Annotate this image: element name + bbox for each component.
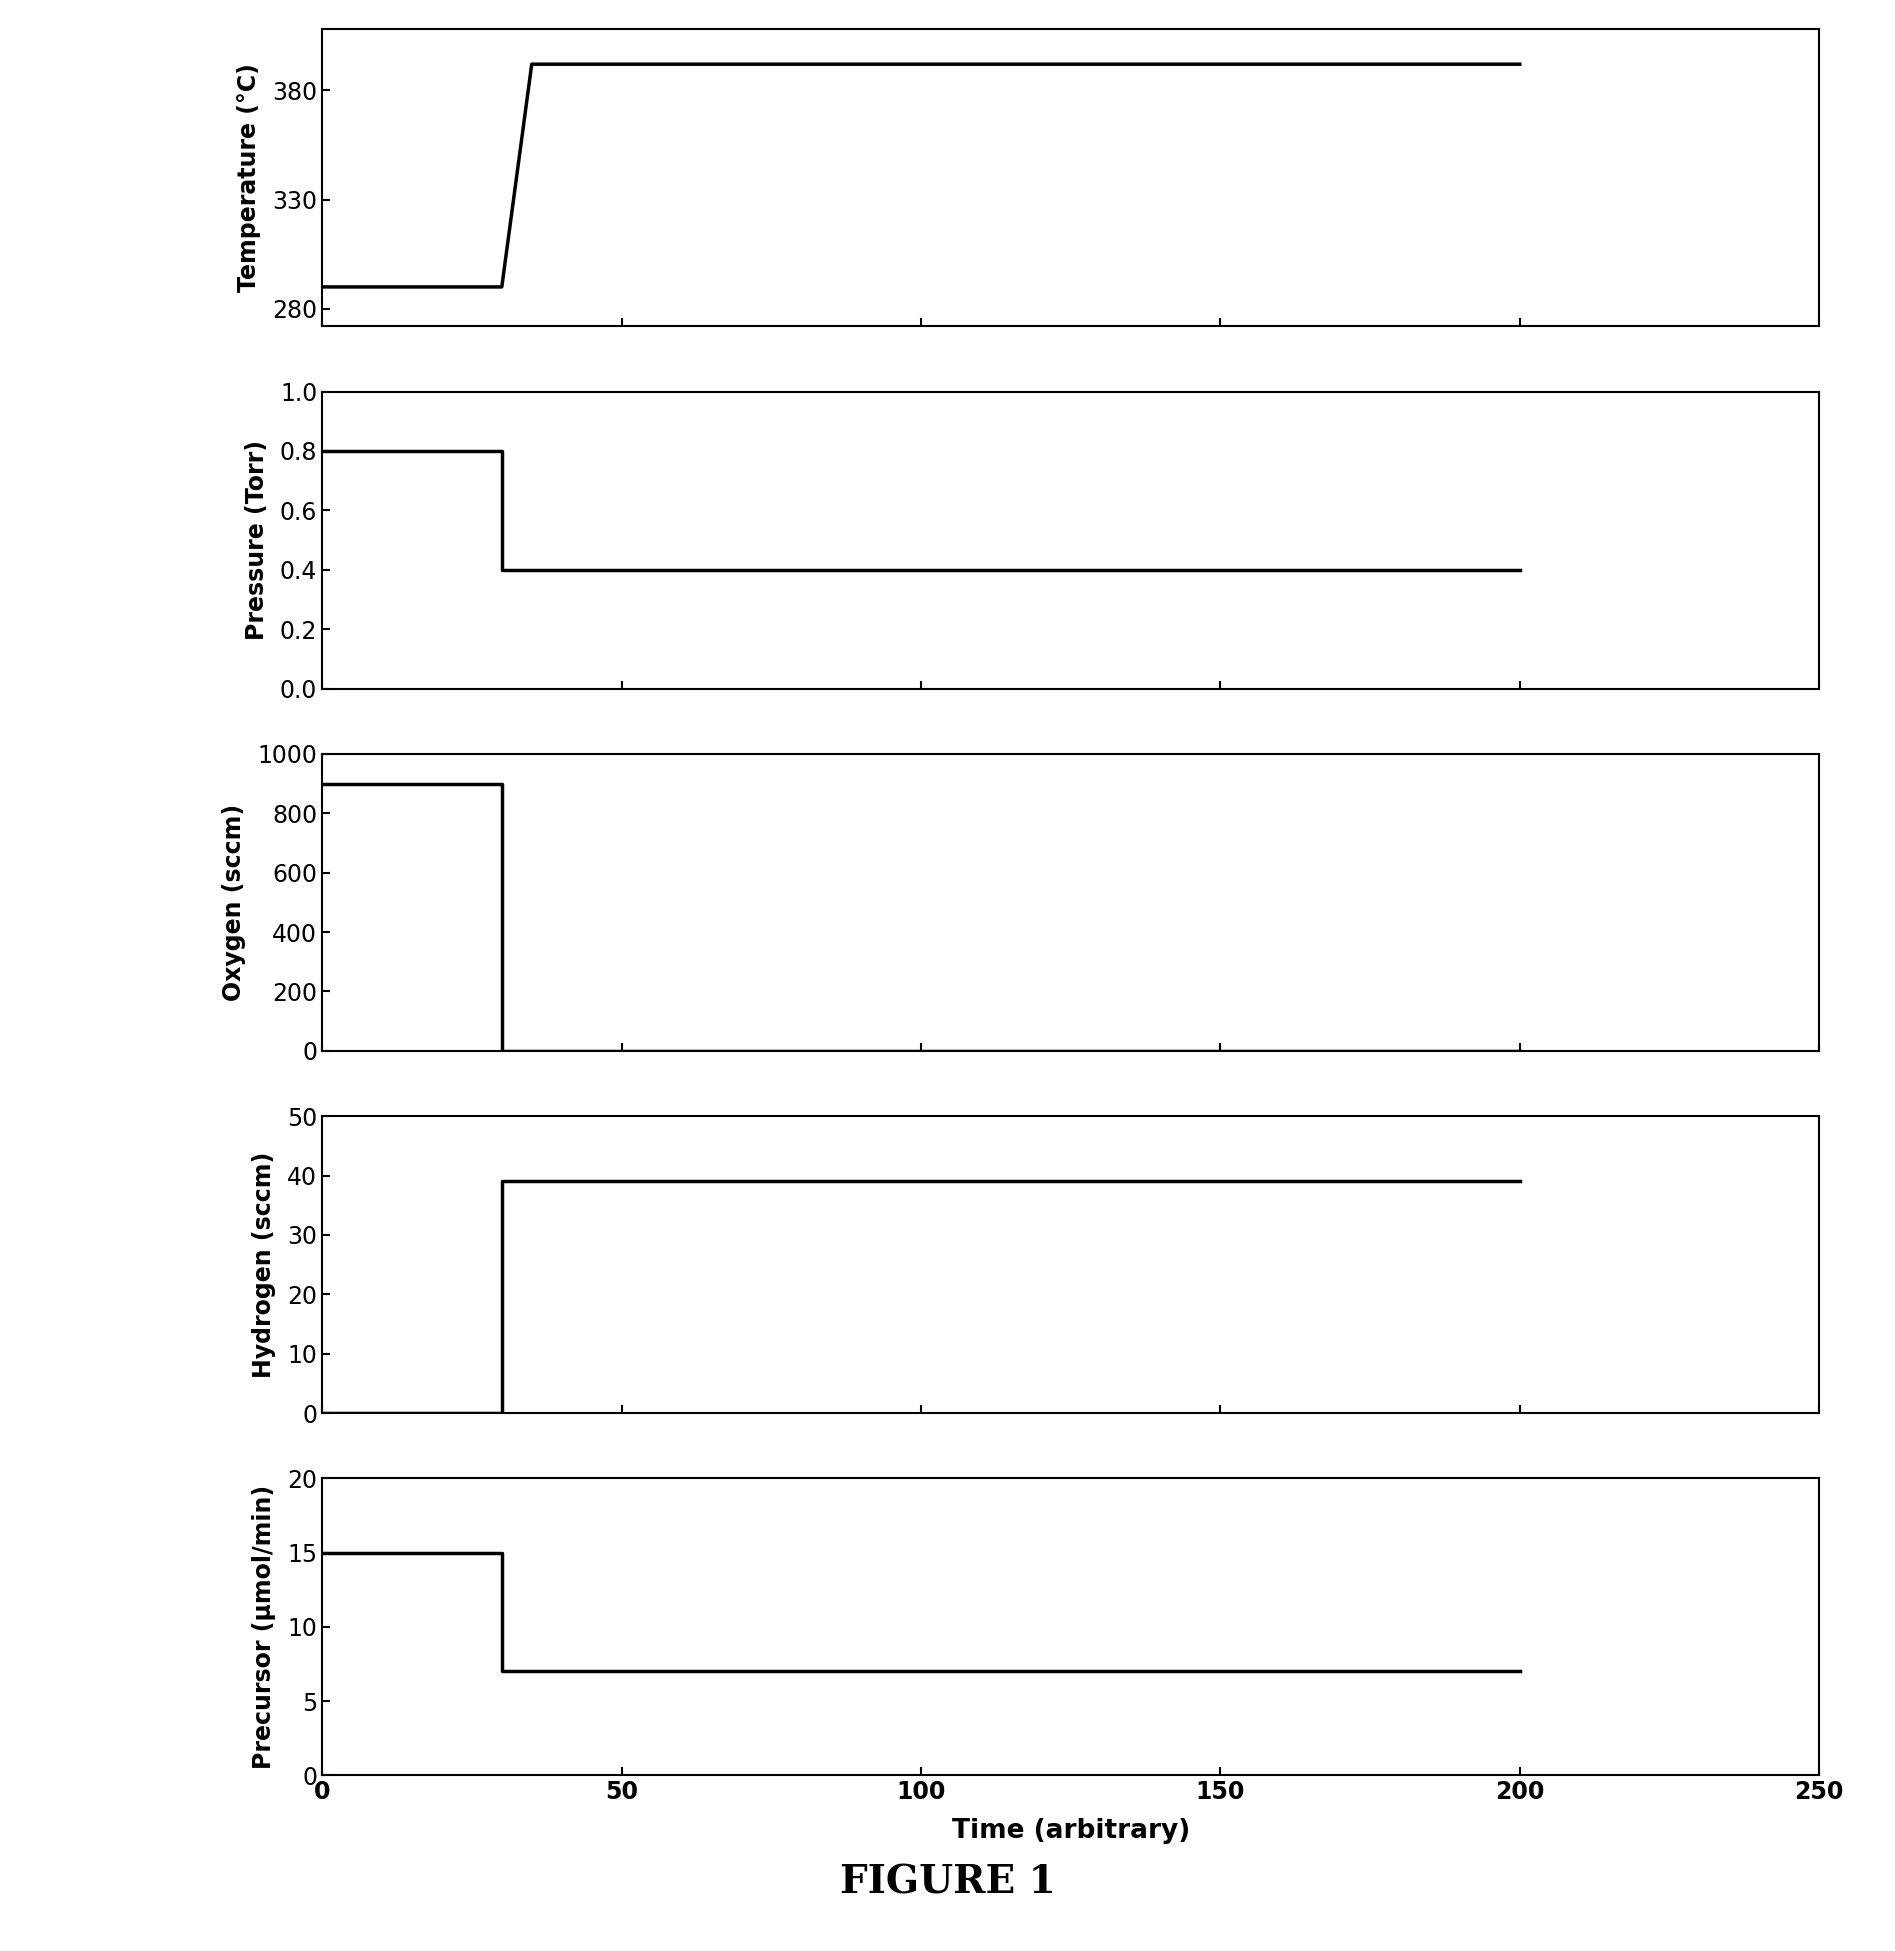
Y-axis label: Oxygen (sccm): Oxygen (sccm) <box>222 804 246 1001</box>
Y-axis label: Temperature (°C): Temperature (°C) <box>237 62 262 293</box>
Y-axis label: Hydrogen (sccm): Hydrogen (sccm) <box>252 1151 277 1377</box>
X-axis label: Time (arbitrary): Time (arbitrary) <box>951 1818 1190 1844</box>
Y-axis label: Pressure (Torr): Pressure (Torr) <box>244 441 269 640</box>
Text: FIGURE 1: FIGURE 1 <box>839 1863 1056 1902</box>
Y-axis label: Precursor (μmol/min): Precursor (μmol/min) <box>252 1485 277 1770</box>
